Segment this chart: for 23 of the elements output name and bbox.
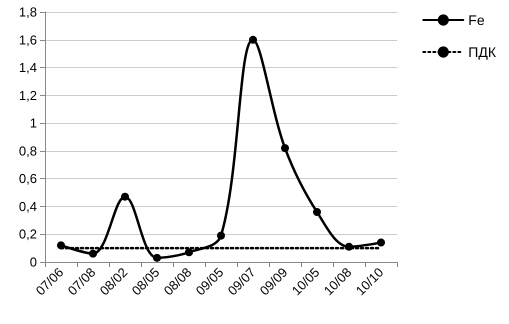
y-tick-label: 0 xyxy=(30,254,37,270)
point xyxy=(345,242,353,251)
y-tick-label: 1,2 xyxy=(18,88,37,103)
point xyxy=(185,248,193,256)
point xyxy=(153,254,161,262)
y-tick-label: 0,2 xyxy=(18,226,37,242)
point xyxy=(89,250,97,258)
point xyxy=(249,36,257,44)
y-tick-label: 0,6 xyxy=(18,171,37,186)
y-tick-label: 1,8 xyxy=(18,4,37,20)
y-tick-label: 0,8 xyxy=(18,143,37,158)
point xyxy=(217,232,225,240)
point xyxy=(377,238,385,247)
y-tick-label: 1 xyxy=(30,116,37,131)
y-tick-label: 1,4 xyxy=(18,60,37,76)
y-tick-label: 0,4 xyxy=(18,198,37,214)
point xyxy=(121,192,129,201)
y-tick-label: 1,6 xyxy=(18,32,37,48)
point xyxy=(57,241,65,250)
legend-label: Fe xyxy=(468,12,485,28)
legend-label: ПДК xyxy=(468,44,497,60)
point xyxy=(313,208,321,216)
point xyxy=(281,144,289,152)
